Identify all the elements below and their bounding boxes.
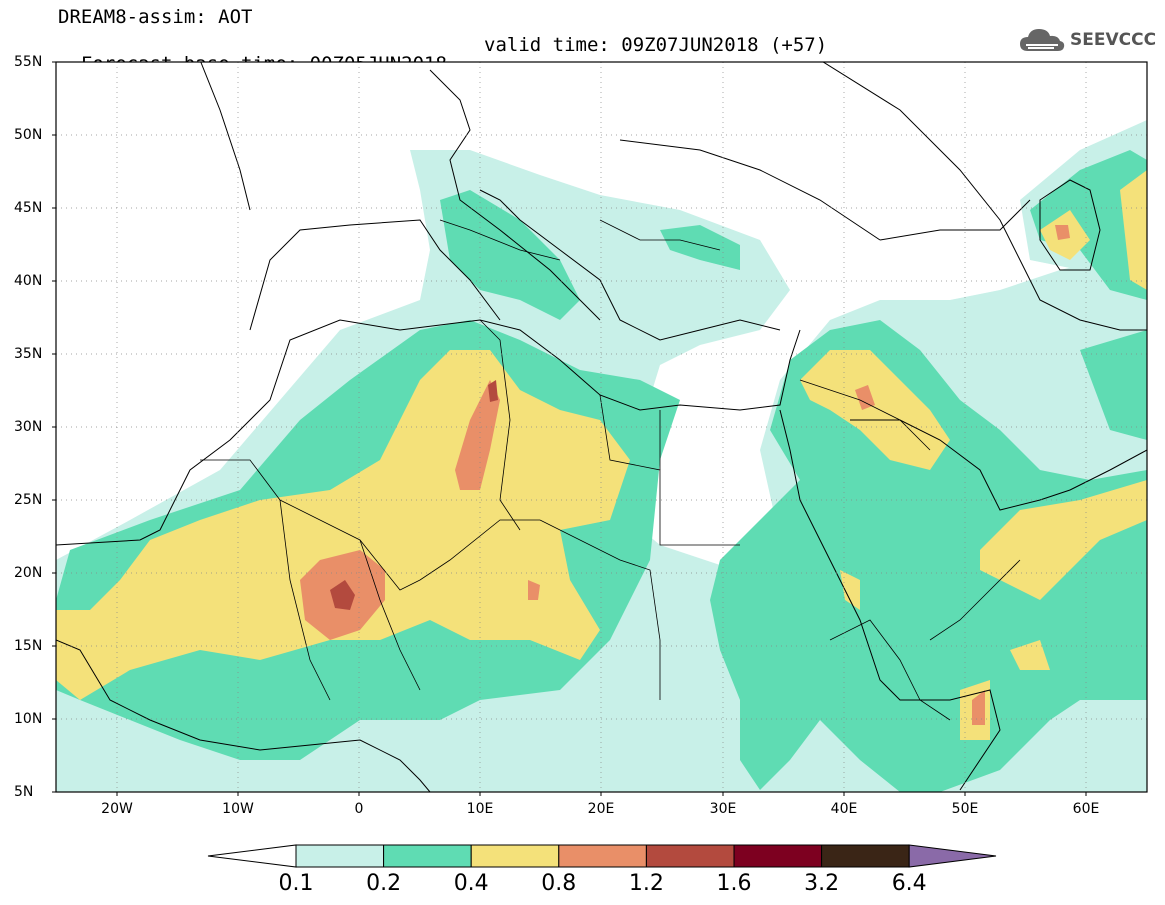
colorbar-lower-arrow xyxy=(207,844,297,868)
colorbar-label: 0.8 xyxy=(541,871,577,896)
lat-label: 45N xyxy=(14,200,43,216)
colorbar-box-5 xyxy=(645,844,735,868)
chart-title: DREAM8-assim: AOT xyxy=(58,6,253,28)
colorbar-box-2 xyxy=(383,844,472,868)
colorbar-label: 3.2 xyxy=(804,871,840,896)
lat-label: 35N xyxy=(14,346,43,362)
lon-label: 10W xyxy=(222,801,254,817)
lat-label: 40N xyxy=(14,273,43,289)
lat-label: 55N xyxy=(14,54,43,70)
lat-label: 20N xyxy=(14,565,43,581)
lat-label: 10N xyxy=(14,711,43,727)
colorbar-label: 0.4 xyxy=(453,871,489,896)
colorbar-box-1 xyxy=(295,844,385,868)
lon-label: 50E xyxy=(951,801,979,817)
colorbar-box-4 xyxy=(558,844,647,868)
lat-label: 15N xyxy=(14,638,43,654)
colorbar-upper-arrow xyxy=(908,844,997,868)
colorbar-box-7 xyxy=(821,844,910,868)
lat-label: 50N xyxy=(14,127,43,143)
aot-field xyxy=(56,120,1147,792)
aot-level-1-2 xyxy=(330,380,498,610)
country-borders xyxy=(200,219,1021,721)
colorbar-box-3 xyxy=(470,844,560,868)
lon-label: 40E xyxy=(830,801,858,817)
lat-label: 30N xyxy=(14,419,43,435)
valid-time: valid time: 09Z07JUN2018 (+57) xyxy=(484,34,828,56)
grid-lines xyxy=(56,62,1147,792)
lon-label: 60E xyxy=(1072,801,1100,817)
colorbar-label: 6.4 xyxy=(891,871,927,896)
colorbar-label: 1.6 xyxy=(716,871,752,896)
lon-label: 30E xyxy=(709,801,737,817)
colorbar xyxy=(207,844,997,868)
logo-text: SEEVCCC xyxy=(1070,30,1157,50)
colorbar-label: 0.1 xyxy=(278,871,314,896)
axis-ticks xyxy=(52,61,1087,796)
colorbar-label: 1.2 xyxy=(628,871,664,896)
lon-label: 20E xyxy=(587,801,615,817)
colorbar-label: 0.2 xyxy=(366,871,402,896)
lon-label: 10E xyxy=(466,801,494,817)
lat-label: 5N xyxy=(14,784,34,800)
colorbar-box-6 xyxy=(733,844,823,868)
cloud-icon xyxy=(1020,29,1065,51)
coastlines xyxy=(56,62,1147,792)
seevccc-logo: SEEVCCC xyxy=(1018,24,1156,56)
lat-label: 25N xyxy=(14,492,43,508)
lon-label: 20W xyxy=(101,801,133,817)
lon-label: 0 xyxy=(354,801,364,817)
